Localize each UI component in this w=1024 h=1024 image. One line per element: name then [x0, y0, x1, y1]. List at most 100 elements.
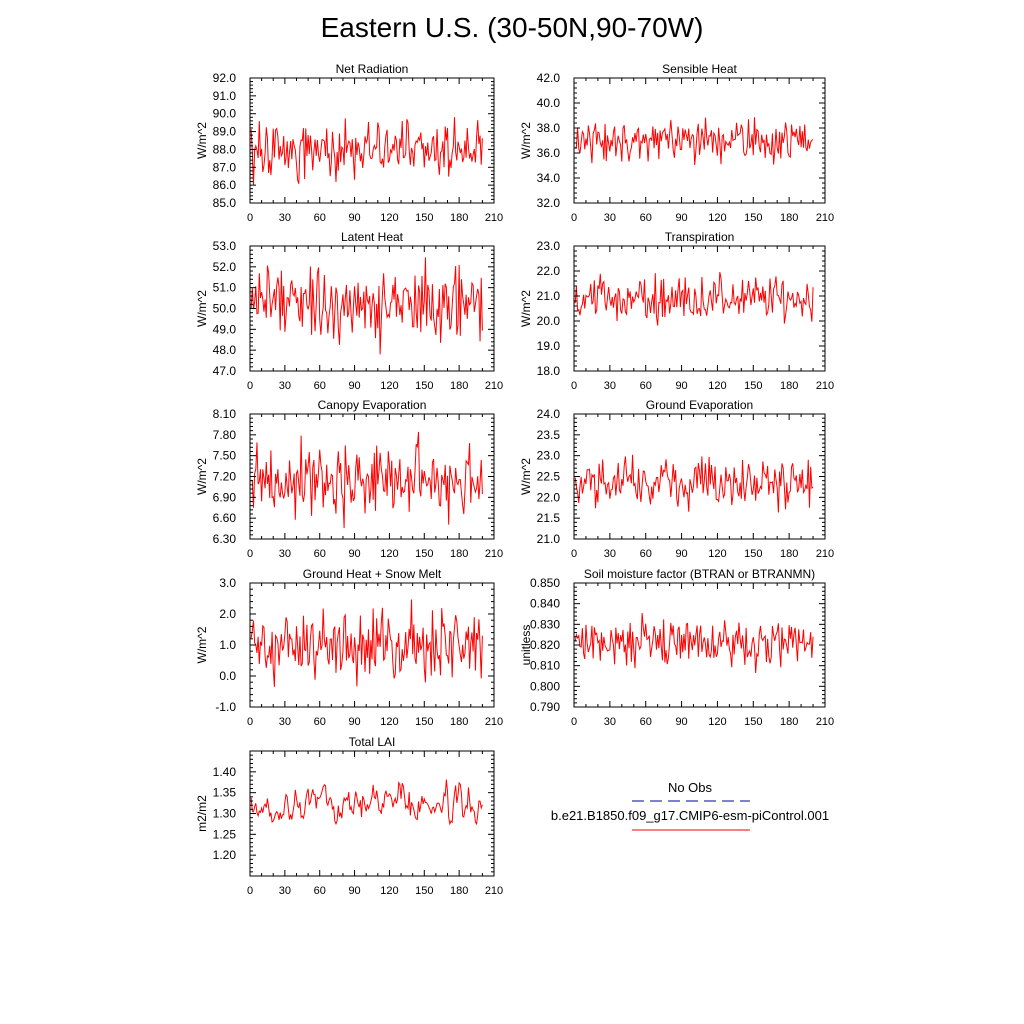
y-tick-label: 24.0 [537, 407, 561, 421]
plot-frame [573, 413, 826, 540]
x-tick-label: 60 [640, 548, 652, 560]
y-tick-label: 6.60 [213, 511, 237, 525]
x-tick-label: 120 [380, 212, 398, 224]
x-tick-label: 90 [348, 885, 360, 897]
x-tick-label: 30 [604, 716, 616, 728]
plot-frame [573, 77, 826, 204]
x-tick-label: 90 [675, 716, 687, 728]
plot-frame [573, 582, 826, 708]
y-tick-label: 51.0 [213, 281, 237, 295]
y-tick-label: 34.0 [537, 171, 561, 185]
y-tick-label: 7.50 [213, 449, 237, 463]
x-tick-label: 30 [279, 212, 291, 224]
y-tick-label: 23.5 [537, 428, 561, 442]
y-tick-label: 91.0 [213, 89, 237, 103]
x-tick-label: 120 [380, 548, 398, 560]
x-tick-label: 90 [348, 548, 360, 560]
x-tick-label: 0 [247, 380, 253, 392]
series-line [250, 257, 483, 355]
chart-title: Latent Heat [341, 230, 404, 244]
x-tick-label: 210 [816, 380, 834, 392]
y-tick-label: 22.0 [537, 490, 561, 504]
chart-title: Transpiration [665, 230, 735, 244]
x-tick-label: 210 [816, 716, 834, 728]
y-tick-label: 22.0 [537, 264, 561, 278]
x-tick-label: 0 [571, 380, 577, 392]
y-tick-label: 0.0 [219, 669, 236, 683]
x-tick-label: 180 [450, 716, 468, 728]
x-tick-label: 150 [744, 380, 762, 392]
x-tick-label: 60 [640, 380, 652, 392]
y-tick-label: 1.35 [213, 786, 237, 800]
chart-title: Total LAI [349, 735, 396, 749]
legend-obs-label: No Obs [668, 780, 713, 795]
x-tick-label: 90 [675, 212, 687, 224]
x-tick-label: 150 [415, 548, 433, 560]
y-tick-label: 87.0 [213, 160, 237, 174]
x-tick-label: 150 [415, 716, 433, 728]
y-tick-label: 1.0 [219, 638, 236, 652]
series-line [250, 599, 483, 687]
y-tick-label: 23.0 [537, 239, 561, 253]
x-tick-label: 60 [314, 548, 326, 560]
y-tick-label: 1.30 [213, 807, 237, 821]
x-tick-label: 210 [485, 212, 503, 224]
x-tick-label: 180 [450, 212, 468, 224]
y-tick-label: 7.20 [213, 470, 237, 484]
x-tick-label: 180 [450, 380, 468, 392]
y-tick-label: 21.5 [537, 511, 561, 525]
y-tick-label: 0.820 [530, 638, 560, 652]
x-tick-label: 210 [485, 885, 503, 897]
x-tick-label: 120 [708, 548, 726, 560]
y-tick-label: 89.0 [213, 125, 237, 139]
y-tick-label: 1.40 [213, 765, 237, 779]
x-tick-label: 120 [380, 380, 398, 392]
y-tick-label: 3.0 [219, 576, 236, 590]
x-tick-label: 0 [247, 212, 253, 224]
chart-panel: Ground Heat + Snow Melt W/m^2 0 30 60 90 120 15… [195, 567, 503, 728]
y-tick-label: 38.0 [537, 121, 561, 135]
y-tick-label: 1.20 [213, 848, 237, 862]
y-tick-label: 21.0 [537, 532, 561, 546]
chart-panel: Latent Heat W/m^2 0 30 60 90 120 150 180 210 47.0 4… [195, 230, 503, 392]
x-tick-label: 60 [314, 212, 326, 224]
x-tick-label: 150 [744, 212, 762, 224]
x-tick-label: 150 [744, 716, 762, 728]
x-tick-label: 150 [415, 380, 433, 392]
y-tick-label: 0.840 [530, 597, 560, 611]
x-tick-label: 90 [675, 380, 687, 392]
x-tick-label: 180 [780, 548, 798, 560]
chart-title: Soil moisture factor (BTRAN or BTRANMN) [584, 567, 815, 581]
y-tick-label: 1.25 [213, 827, 237, 841]
x-tick-label: 30 [279, 885, 291, 897]
y-tick-label: 85.0 [213, 196, 237, 210]
y-tick-label: 42.0 [537, 71, 561, 85]
x-tick-label: 180 [780, 380, 798, 392]
y-axis-label: W/m^2 [195, 626, 209, 663]
y-tick-label: 50.0 [213, 302, 237, 316]
plot-frame [573, 245, 826, 372]
chart-panel: Canopy Evaporation W/m^2 0 30 60 90 120 150 180 2… [195, 398, 503, 560]
y-tick-label: 18.0 [537, 364, 561, 378]
x-tick-label: 60 [640, 716, 652, 728]
x-tick-label: 30 [604, 380, 616, 392]
y-tick-label: 92.0 [213, 71, 237, 85]
y-tick-label: 40.0 [537, 96, 561, 110]
y-axis-label: unitless [519, 625, 533, 666]
y-tick-label: 7.80 [213, 428, 237, 442]
x-tick-label: 210 [485, 380, 503, 392]
figure-title: Eastern U.S. (30-50N,90-70W) [320, 12, 704, 43]
x-tick-label: 150 [415, 212, 433, 224]
x-tick-label: 210 [485, 716, 503, 728]
x-tick-label: 30 [604, 548, 616, 560]
x-tick-label: 180 [780, 716, 798, 728]
y-tick-label: 32.0 [537, 196, 561, 210]
chart-title: Canopy Evaporation [318, 398, 427, 412]
y-tick-label: 88.0 [213, 142, 237, 156]
y-tick-label: 0.800 [530, 679, 560, 693]
y-tick-label: 8.10 [213, 407, 237, 421]
y-tick-label: 20.0 [537, 314, 561, 328]
x-tick-label: 30 [279, 548, 291, 560]
y-tick-label: 22.5 [537, 470, 561, 484]
y-tick-label: 47.0 [213, 364, 237, 378]
